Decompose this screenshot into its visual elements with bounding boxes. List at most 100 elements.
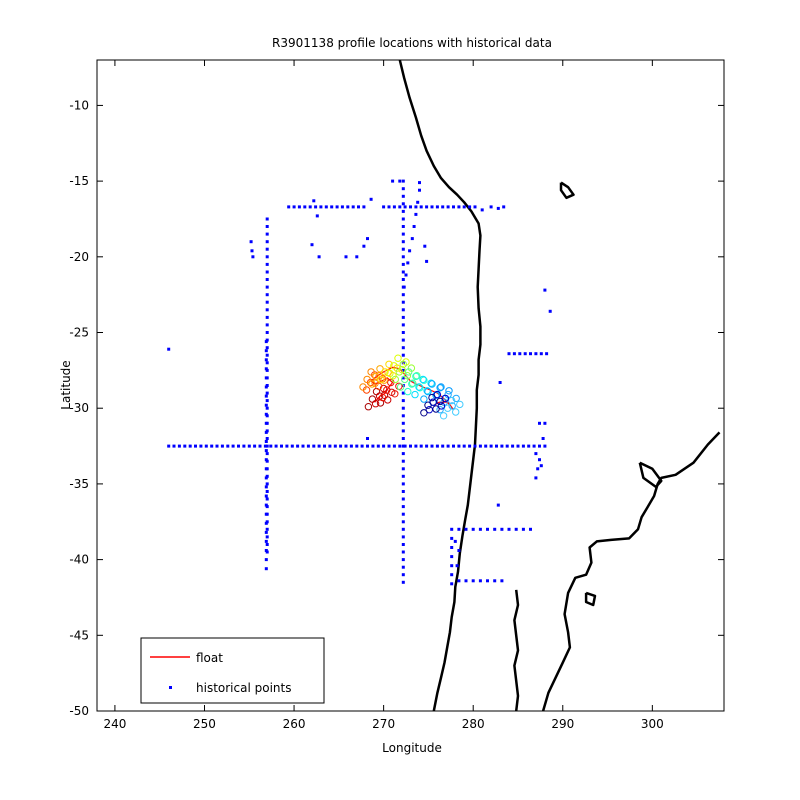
float-profile-marker [359, 383, 367, 391]
float-profile-marker [394, 354, 402, 362]
float-profile-marker [364, 403, 373, 411]
historical-point [423, 244, 427, 248]
historical-point [512, 352, 516, 356]
historical-point [265, 490, 269, 493]
historical-point [521, 527, 525, 531]
historical-point [265, 527, 269, 531]
historical-point [500, 444, 504, 448]
historical-point [435, 205, 439, 209]
historical-point [265, 346, 269, 350]
historical-point [401, 232, 405, 236]
y-tick-label: -10 [69, 98, 89, 112]
historical-point [167, 444, 171, 448]
float-profile-marker [367, 368, 375, 376]
historical-point [441, 444, 445, 448]
historical-point [464, 527, 468, 531]
historical-point [401, 179, 405, 183]
historical-point [401, 338, 405, 342]
historical-point [450, 527, 454, 531]
historical-point [264, 558, 268, 562]
float-profile-marker [420, 376, 428, 384]
historical-point [401, 346, 405, 350]
float-profile-marker [395, 368, 403, 376]
historical-point [401, 437, 405, 440]
historical-point [450, 555, 454, 559]
historical-point [355, 444, 359, 448]
historical-point [274, 444, 278, 448]
float-profile-marker [379, 393, 387, 402]
historical-point [401, 187, 405, 191]
historical-point [401, 421, 405, 425]
float-profile-marker [420, 409, 428, 417]
float-profile-marker [380, 376, 388, 384]
historical-point [264, 394, 268, 398]
historical-point [527, 444, 531, 448]
historical-point [264, 549, 268, 552]
historical-point [167, 347, 171, 351]
historical-point [335, 205, 339, 209]
historical-point [264, 512, 268, 516]
historical-point [387, 444, 391, 448]
float-profile-marker [411, 390, 419, 399]
historical-point [496, 503, 500, 507]
historical-point [457, 549, 461, 552]
float-profile-marker [401, 375, 409, 384]
historical-point [545, 352, 549, 356]
historical-point [264, 430, 268, 434]
historical-point [493, 527, 497, 531]
historical-point [532, 444, 536, 448]
historical-point [346, 205, 350, 209]
float-profile-marker [448, 396, 456, 405]
historical-point [401, 429, 405, 433]
float-profile-marker [428, 380, 436, 388]
historical-point [265, 361, 269, 365]
historical-point [484, 444, 488, 448]
historical-point [265, 437, 269, 440]
historical-point [468, 444, 472, 448]
historical-point [349, 444, 353, 448]
historical-point [496, 206, 500, 210]
historical-point [287, 205, 291, 209]
x-tick-label: 260 [283, 717, 306, 731]
historical-point [548, 309, 552, 313]
historical-point [401, 444, 405, 448]
historical-point [401, 278, 405, 281]
plot-area [96, 59, 725, 712]
historical-point [324, 205, 328, 209]
historical-point [480, 208, 484, 212]
historical-point [493, 579, 497, 583]
historical-point [401, 482, 405, 486]
float-track-layer [359, 354, 464, 420]
historical-point [401, 512, 405, 516]
float-profile-marker [405, 368, 413, 376]
historical-point [258, 444, 262, 448]
historical-point [401, 497, 405, 501]
historical-point [264, 367, 268, 371]
float-profile-marker [448, 402, 456, 410]
historical-point [514, 527, 518, 531]
island-outline [584, 591, 597, 607]
historical-point [315, 214, 319, 218]
historical-point [319, 205, 323, 209]
historical-point [478, 579, 482, 583]
historical-point [265, 232, 269, 236]
historical-point [264, 530, 268, 534]
historical-point [507, 352, 511, 356]
historical-point [264, 521, 268, 525]
float-profile-marker [375, 372, 383, 380]
historical-point [265, 399, 269, 403]
float-profile-marker [391, 390, 399, 398]
historical-point [450, 564, 454, 568]
historical-point [265, 225, 269, 228]
historical-point [355, 255, 359, 259]
float-profile-marker [381, 368, 389, 376]
float-profile-marker [445, 387, 453, 395]
float-profile-marker [433, 390, 442, 399]
historical-point [323, 444, 326, 448]
historical-point [401, 580, 405, 584]
historical-point [489, 205, 493, 209]
historical-point [306, 444, 310, 448]
float-profile-marker [404, 387, 412, 396]
historical-point [382, 205, 386, 209]
historical-point [310, 243, 314, 247]
